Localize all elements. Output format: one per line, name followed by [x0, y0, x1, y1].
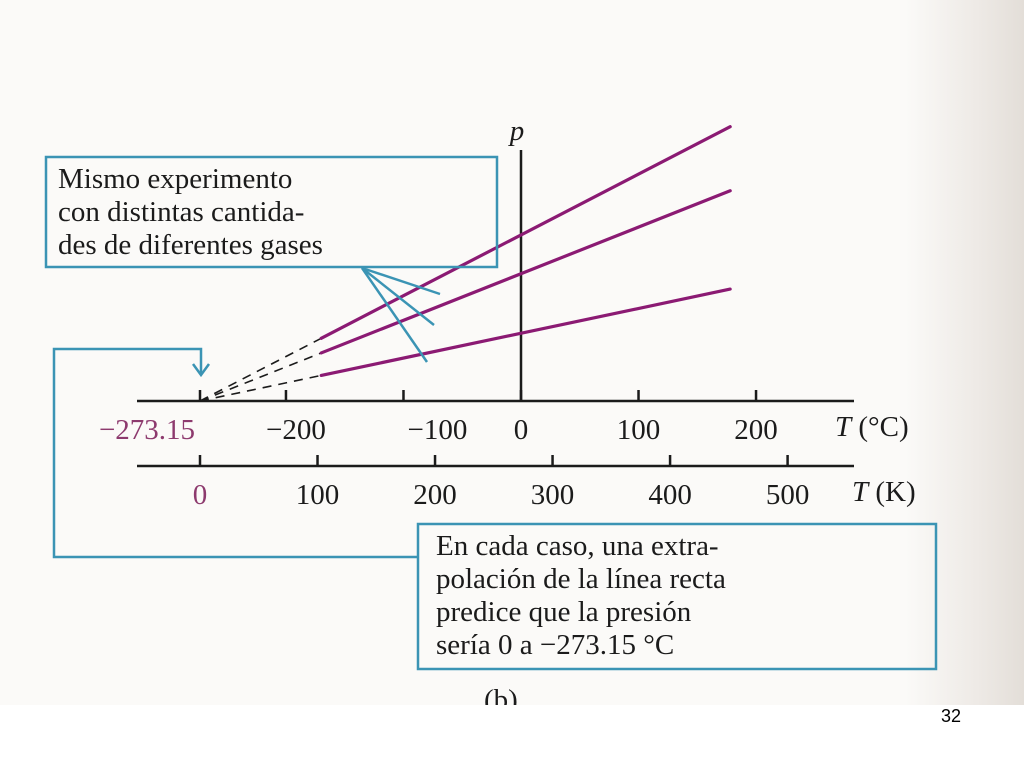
series-line-1 [319, 125, 732, 340]
tick-label-kelvin: 0 [193, 479, 208, 511]
series-line-3 [319, 287, 732, 378]
series-line-2 [319, 189, 732, 355]
tick-labels: −273.15 −200 −100 0 100 200 0 100 200 300 400 500 [99, 414, 809, 511]
series-extrapolation-1 [199, 337, 322, 402]
tick-label-kelvin: 500 [766, 479, 810, 511]
pointer-line-top [361, 266, 441, 296]
callout-pointers [52, 266, 441, 559]
note-gases-text: Mismo experimento con distintas cantida-… [58, 163, 323, 261]
tick-label-kelvin: 400 [648, 479, 692, 511]
tick-label-kelvin: 200 [413, 479, 457, 511]
pressure-temperature-chart: −273.15 −200 −100 0 100 200 0 100 200 300 400 500 p… [44, 115, 938, 671]
scanned-page-edge [905, 0, 1024, 705]
tick-label-kelvin: 100 [296, 479, 340, 511]
note-extrapolation-text: En cada caso, una extra- polación de la … [436, 530, 726, 661]
tick-label-celsius: 100 [617, 414, 661, 446]
tick-label-celsius: −100 [408, 414, 468, 446]
axes [137, 150, 854, 468]
slide-page-number: 32 [940, 706, 961, 726]
x-axis-kelvin-title: T (K) [852, 476, 916, 508]
bracket-connector [52, 347, 418, 559]
gas-lines [199, 125, 732, 402]
tick-label-celsius: −200 [266, 414, 326, 446]
series-extrapolation-2 [199, 352, 322, 402]
series-extrapolation-3 [199, 374, 322, 402]
tick-label-celsius: 0 [514, 414, 529, 446]
arrowhead-icon [191, 363, 211, 378]
figure-caption: (b) [484, 684, 518, 705]
pointer-line-middle [361, 267, 435, 326]
y-axis-title: p [508, 115, 525, 147]
x-axis-celsius-title: T (°C) [835, 411, 909, 443]
note-box-gases [44, 155, 499, 269]
tick-label-kelvin: 300 [531, 479, 575, 511]
note-box-extrapolation [416, 522, 938, 671]
pointer-line-bottom [360, 267, 429, 363]
scanned-page [0, 0, 1024, 705]
tick-marks [198, 390, 789, 466]
tick-label-celsius: −273.15 [99, 414, 195, 446]
tick-label-celsius: 200 [734, 414, 778, 446]
